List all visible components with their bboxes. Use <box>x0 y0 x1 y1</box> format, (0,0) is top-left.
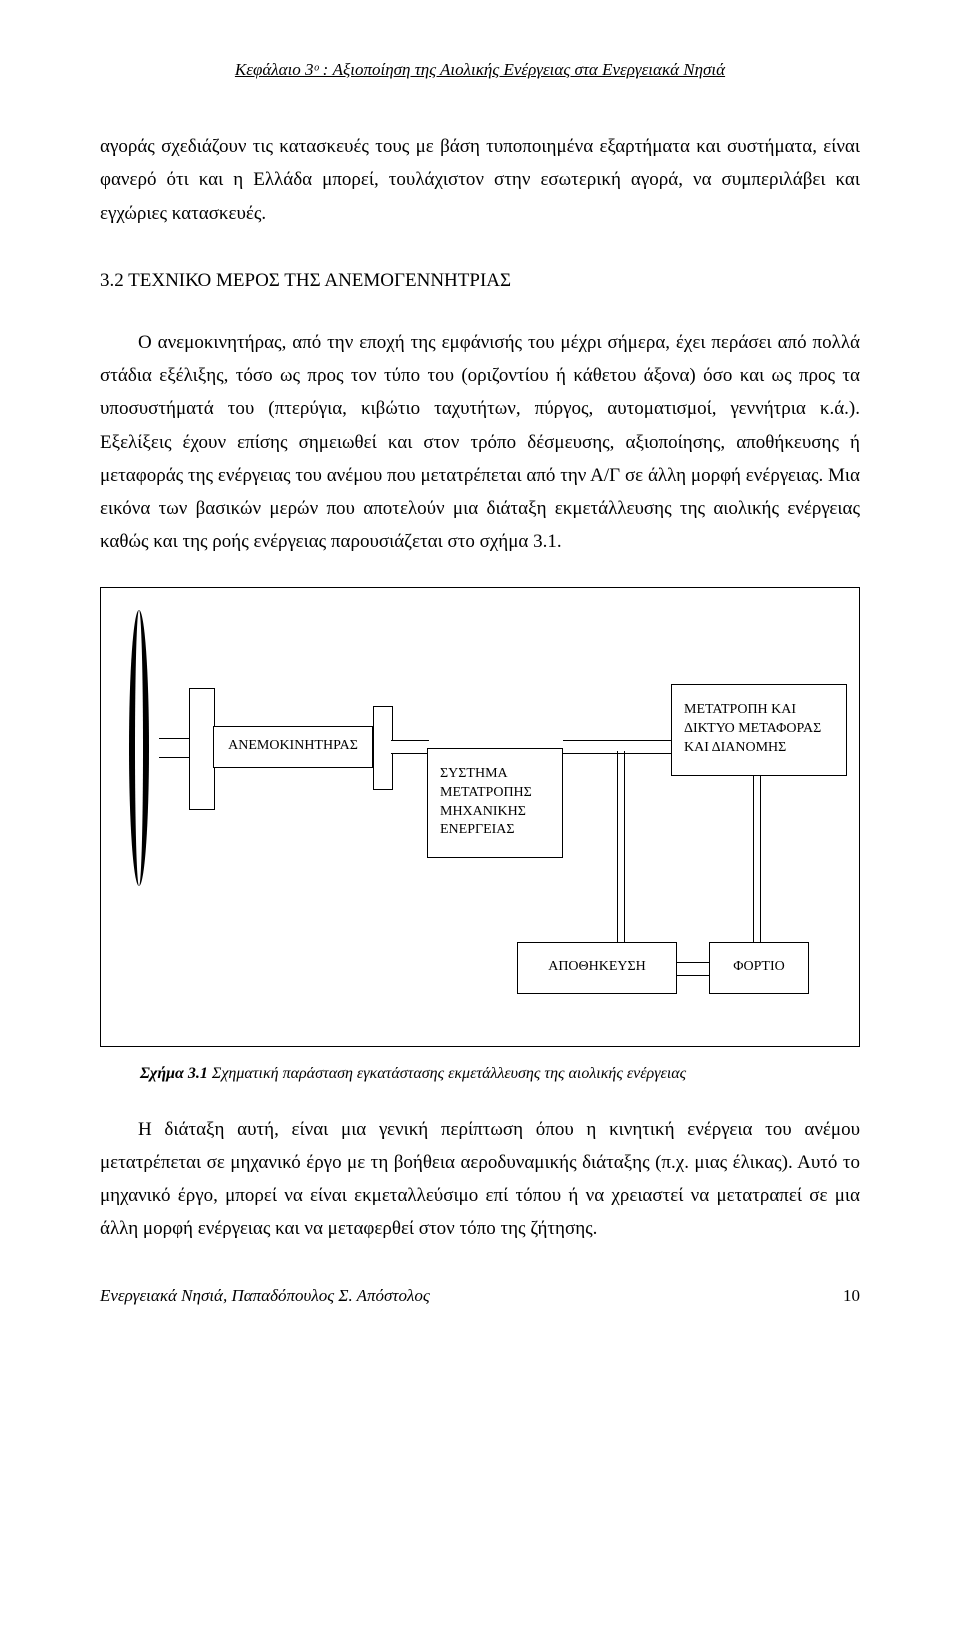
node-gearbox-text: ΣΥΣΤΗΜΑ ΜΕΤΑΤΡΟΠΗΣ ΜΗΧΑΝΙΚΗΣ ΕΝΕΡΓΕΙΑΣ <box>440 765 550 841</box>
paragraph-2: Ο ανεμοκινητήρας, από την εποχή της εμφά… <box>100 326 860 559</box>
figure-caption: Σχήμα 3.1 Σχηματική παράσταση εγκατάστασ… <box>140 1065 860 1083</box>
page: Κεφάλαιο 3ᵒ : Αξιοποίηση της Αιολικής Εν… <box>0 0 960 1346</box>
node-gearbox: ΣΥΣΤΗΜΑ ΜΕΤΑΤΡΟΠΗΣ ΜΗΧΑΝΙΚΗΣ ΕΝΕΡΓΕΙΑΣ <box>427 748 563 858</box>
link-storage-load <box>677 962 709 976</box>
caption-label: Σχήμα 3.1 <box>140 1065 208 1082</box>
page-number: 10 <box>843 1286 860 1306</box>
diagram-canvas: ΑΝΕΜΟΚΙΝΗΤΗΡΑΣ ΣΥΣΤΗΜΑ ΜΕΤΑΤΡΟΠΗΣ ΜΗΧΑΝΙ… <box>100 587 860 1047</box>
node-rotor-text: ΑΝΕΜΟΚΙΝΗΤΗΡΑΣ <box>228 737 358 756</box>
coupling-bar <box>373 706 393 790</box>
paragraph-3: Η διάταξη αυτή, είναι μια γενική περίπτω… <box>100 1113 860 1246</box>
shaft-2 <box>391 740 429 754</box>
hub-bar <box>189 688 215 810</box>
running-header: Κεφάλαιο 3ᵒ : Αξιοποίηση της Αιολικής Εν… <box>100 60 860 80</box>
node-grid: ΜΕΤΑΤΡΟΠΗ ΚΑΙ ΔΙΚΤΥΟ ΜΕΤΑΦΟΡΑΣ ΚΑΙ ΔΙΑΝΟ… <box>671 684 847 776</box>
node-storage-text: ΑΠΟΘΗΚΕΥΣΗ <box>548 958 646 977</box>
figure-3-1: ΑΝΕΜΟΚΙΝΗΤΗΡΑΣ ΣΥΣΤΗΜΑ ΜΕΤΑΤΡΟΠΗΣ ΜΗΧΑΝΙ… <box>100 587 860 1083</box>
bus-down-right <box>753 776 761 943</box>
node-grid-text: ΜΕΤΑΤΡΟΠΗ ΚΑΙ ΔΙΚΤΥΟ ΜΕΤΑΦΟΡΑΣ ΚΑΙ ΔΙΑΝΟ… <box>684 701 834 758</box>
bus-down-left <box>617 751 625 943</box>
node-load: ΦΟΡΤΙΟ <box>709 942 809 994</box>
caption-text: Σχηματική παράσταση εγκατάστασης εκμετάλ… <box>208 1065 686 1082</box>
node-load-text: ΦΟΡΤΙΟ <box>733 958 784 977</box>
node-rotor-label: ΑΝΕΜΟΚΙΝΗΤΗΡΑΣ <box>213 726 373 768</box>
node-storage: ΑΠΟΘΗΚΕΥΣΗ <box>517 942 677 994</box>
paragraph-1: αγοράς σχεδιάζουν τις κατασκευές τους με… <box>100 130 860 230</box>
section-heading: 3.2 ΤΕΧΝΙΚΟ ΜΕΡΟΣ ΤΗΣ ΑΝΕΜΟΓΕΝΝΗΤΡΙΑΣ <box>100 270 860 292</box>
footer: Ενεργειακά Νησιά, Παπαδόπουλος Σ. Απόστο… <box>100 1286 860 1306</box>
shaft-1 <box>159 738 189 758</box>
footer-left: Ενεργειακά Νησιά, Παπαδόπουλος Σ. Απόστο… <box>100 1286 430 1306</box>
